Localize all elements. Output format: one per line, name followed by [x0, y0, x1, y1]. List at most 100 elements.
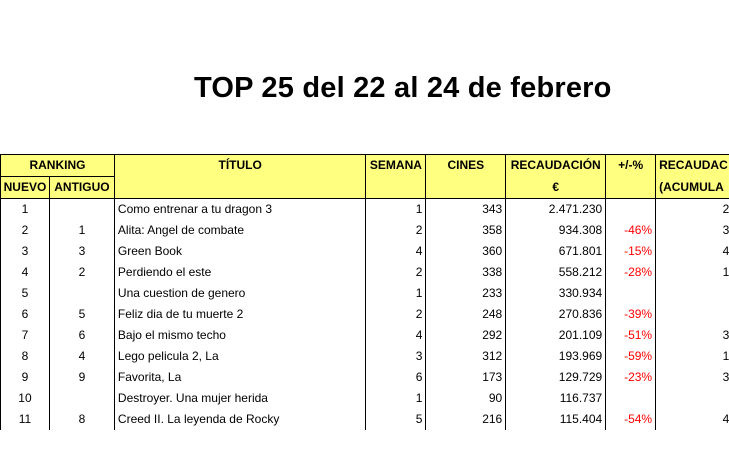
cell-recaudacion: 2.471.230 — [506, 199, 606, 221]
cell-semana: 2 — [366, 304, 426, 325]
cell-cines: 338 — [426, 262, 506, 283]
cell-recaudacion: 558.212 — [506, 262, 606, 283]
cell-titulo: Perdiendo el este — [114, 262, 366, 283]
cell-nuevo: 6 — [1, 304, 50, 325]
header-recaudacion-acumulada: RECAUDAC — [656, 155, 729, 177]
cell-antiguo: 2 — [49, 262, 114, 283]
cell-nuevo: 9 — [1, 367, 50, 388]
cell-recaudacion: 201.109 — [506, 325, 606, 346]
cell-recaudacion: 116.737 — [506, 388, 606, 409]
header-recaudacion: RECAUDACIÓN — [506, 155, 606, 177]
cell-semana: 1 — [366, 283, 426, 304]
cell-recaudacion-acumulada: 2.471. — [656, 199, 729, 221]
cell-recaudacion: 115.404 — [506, 409, 606, 430]
cell-recaudacion-acumulada: 3.104. — [656, 367, 729, 388]
cell-semana: 6 — [366, 367, 426, 388]
cell-recaudacion: 270.836 — [506, 304, 606, 325]
cell-semana: 5 — [366, 409, 426, 430]
cell-variacion: -28% — [606, 262, 656, 283]
cell-semana: 1 — [366, 388, 426, 409]
header-semana: SEMANA — [366, 155, 426, 177]
header-cines: CINES — [426, 155, 506, 177]
cell-recaudacion-acumulada: 4.840. — [656, 409, 729, 430]
cell-nuevo: 4 — [1, 262, 50, 283]
cell-cines: 90 — [426, 388, 506, 409]
cell-variacion: -39% — [606, 304, 656, 325]
cell-nuevo: 1 — [1, 199, 50, 221]
cell-titulo: Como entrenar a tu dragon 3 — [114, 199, 366, 221]
cell-titulo: Bajo el mismo techo — [114, 325, 366, 346]
cell-semana: 3 — [366, 346, 426, 367]
cell-recaudacion-acumulada: 116. — [656, 388, 729, 409]
ranking-table: RANKING TÍTULO SEMANA CINES RECAUDACIÓN … — [0, 154, 729, 430]
cell-recaudacion-acumulada: 4.815. — [656, 241, 729, 262]
cell-cines: 360 — [426, 241, 506, 262]
cell-antiguo — [49, 388, 114, 409]
cell-titulo: Lego pelicula 2, La — [114, 346, 366, 367]
cell-nuevo: 8 — [1, 346, 50, 367]
cell-variacion: -51% — [606, 325, 656, 346]
cell-semana: 4 — [366, 241, 426, 262]
cell-recaudacion: 934.308 — [506, 220, 606, 241]
cell-cines: 312 — [426, 346, 506, 367]
cell-antiguo: 4 — [49, 346, 114, 367]
cell-semana: 2 — [366, 262, 426, 283]
cell-recaudacion-acumulada: 3.232. — [656, 220, 729, 241]
header-row-1: RANKING TÍTULO SEMANA CINES RECAUDACIÓN … — [1, 155, 729, 177]
header-variacion: +/-% — [606, 155, 656, 177]
cell-variacion — [606, 388, 656, 409]
cell-nuevo: 2 — [1, 220, 50, 241]
cell-recaudacion: 330.934 — [506, 283, 606, 304]
cell-cines: 292 — [426, 325, 506, 346]
cell-variacion: -59% — [606, 346, 656, 367]
header-ranking: RANKING — [1, 155, 115, 177]
cell-variacion — [606, 199, 656, 221]
cell-titulo: Favorita, La — [114, 367, 366, 388]
cell-variacion: -46% — [606, 220, 656, 241]
header-antiguo: ANTIGUO — [49, 177, 114, 199]
header-recaudacion-acumulada-sub: (ACUMULA — [656, 177, 729, 199]
header-nuevo: NUEVO — [1, 177, 50, 199]
cell-antiguo — [49, 199, 114, 221]
cell-nuevo: 10 — [1, 388, 50, 409]
cell-recaudacion: 193.969 — [506, 346, 606, 367]
cell-recaudacion-acumulada: 1.576. — [656, 262, 729, 283]
cell-titulo: Creed II. La leyenda de Rocky — [114, 409, 366, 430]
cell-titulo: Una cuestion de genero — [114, 283, 366, 304]
header-semana-blank — [366, 177, 426, 199]
cell-cines: 173 — [426, 367, 506, 388]
header-titulo-blank — [114, 177, 366, 199]
cell-semana: 1 — [366, 199, 426, 221]
header-cines-blank — [426, 177, 506, 199]
cell-recaudacion: 671.801 — [506, 241, 606, 262]
cell-recaudacion-acumulada: 849. — [656, 304, 729, 325]
cell-titulo: Alita: Angel de combate — [114, 220, 366, 241]
cell-recaudacion-acumulada: 330. — [656, 283, 729, 304]
cell-antiguo: 5 — [49, 304, 114, 325]
cell-cines: 216 — [426, 409, 506, 430]
cell-antiguo: 8 — [49, 409, 114, 430]
cell-cines: 233 — [426, 283, 506, 304]
cell-recaudacion: 129.729 — [506, 367, 606, 388]
header-titulo: TÍTULO — [114, 155, 366, 177]
cell-antiguo: 1 — [49, 220, 114, 241]
cell-titulo: Destroyer. Una mujer herida — [114, 388, 366, 409]
header-recaudacion-unit: € — [506, 177, 606, 199]
box-office-table: RANKING TÍTULO SEMANA CINES RECAUDACIÓN … — [0, 154, 729, 454]
cell-antiguo: 3 — [49, 241, 114, 262]
cell-titulo: Feliz dia de tu muerte 2 — [114, 304, 366, 325]
cell-cines: 248 — [426, 304, 506, 325]
cell-variacion: -15% — [606, 241, 656, 262]
cell-antiguo — [49, 283, 114, 304]
page-title: TOP 25 del 22 al 24 de febrero — [194, 72, 612, 105]
header-row-2: NUEVO ANTIGUO € (ACUMULA — [1, 177, 729, 199]
